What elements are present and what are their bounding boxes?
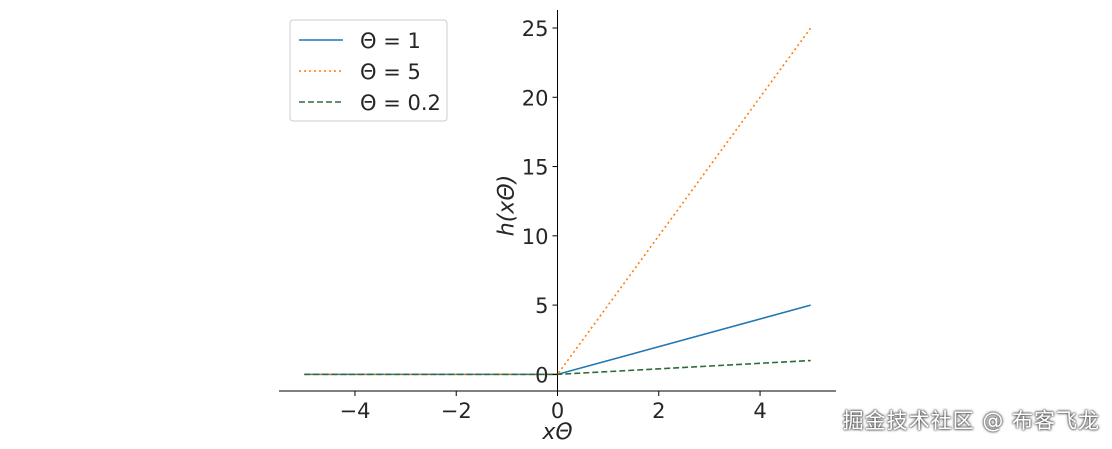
x-tick-label: 4: [753, 399, 766, 423]
x-tick-label: −2: [441, 399, 472, 423]
legend-label-2: Θ = 0.2: [360, 91, 441, 115]
legend-label-0: Θ = 1: [360, 29, 421, 53]
ticks-group: −4 −2 0 2 4 0 5 10 15 20 25: [339, 17, 766, 423]
x-tick-label: 0: [551, 399, 564, 423]
x-tick-label: −4: [339, 399, 370, 423]
x-tick-label: 2: [652, 399, 665, 423]
y-tick-label: 20: [522, 86, 549, 110]
legend-label-1: Θ = 5: [360, 60, 421, 84]
x-axis-label: xΘ: [541, 420, 572, 445]
legend-box: [289, 19, 448, 122]
y-tick-label: 15: [522, 156, 549, 180]
y-tick-label: 5: [535, 294, 548, 318]
y-tick-label: 10: [522, 225, 549, 249]
y-tick-label: 0: [535, 363, 548, 387]
y-axis-label: h(xΘ): [495, 175, 520, 236]
legend: Θ = 1 Θ = 5 Θ = 0.2: [289, 19, 448, 122]
watermark: 掘金技术社区 @ 布客飞龙: [842, 409, 1100, 433]
y-tick-label: 25: [522, 17, 549, 41]
